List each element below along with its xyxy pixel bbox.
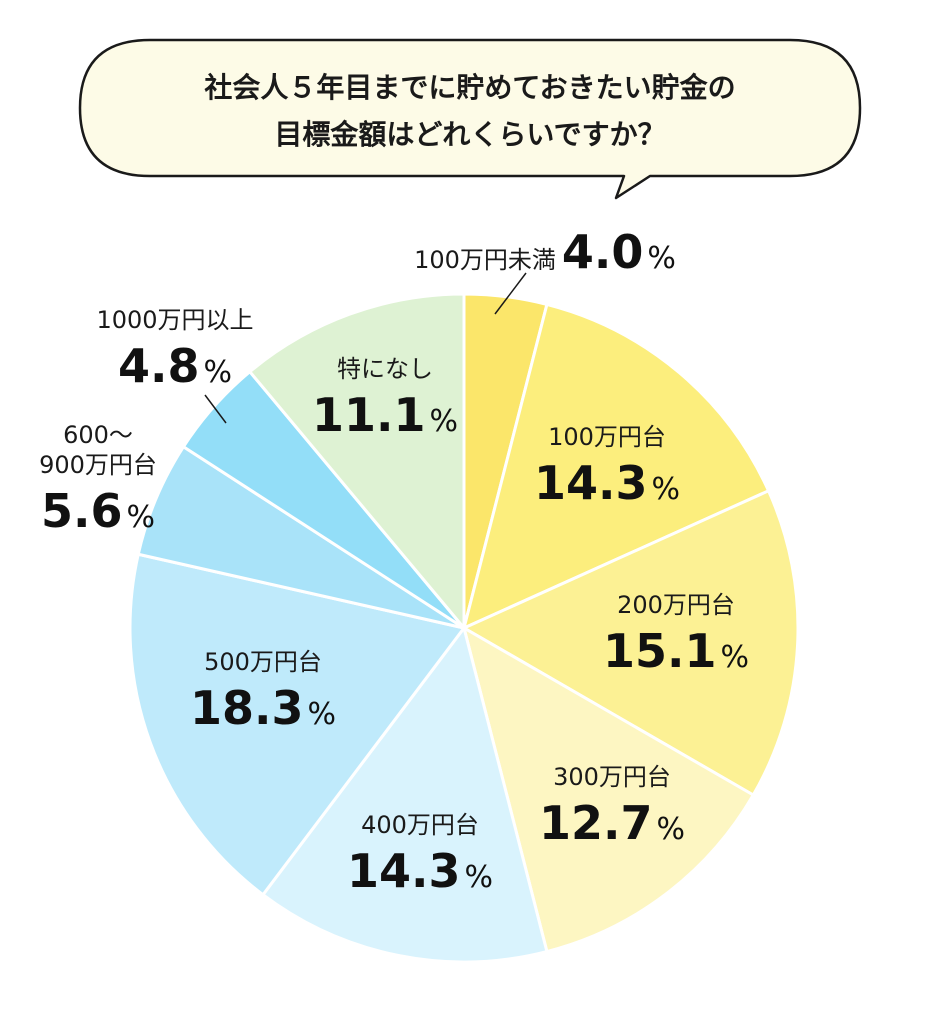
slice-name: 100万円未満 bbox=[414, 246, 556, 274]
slice-value-label: 11.1% bbox=[312, 388, 458, 442]
slice-value: 14.3 bbox=[347, 844, 461, 898]
slice-value: 14.3 bbox=[534, 456, 648, 510]
slice-name: 1000万円以上 bbox=[96, 306, 253, 334]
slice-value-label: 14.3% bbox=[534, 456, 680, 510]
pie-slices bbox=[128, 292, 800, 964]
slice-value: 11.1 bbox=[312, 388, 426, 442]
slice-labels: 100万円未満 4.0 % 100万円台 14.3 % 200万円台 15.1 % 300万円台 1… bbox=[39, 225, 749, 898]
percent-sign: % bbox=[126, 500, 155, 535]
pie-slice bbox=[462, 302, 771, 630]
slice-value: 5.6 bbox=[41, 484, 123, 538]
pie-slice bbox=[462, 626, 755, 954]
slice-value: 4.0 bbox=[562, 225, 644, 279]
slice-label: 100万円未満 4.0% bbox=[414, 225, 676, 279]
percent-sign: % bbox=[647, 241, 676, 276]
leader-lines bbox=[204, 272, 527, 424]
title-line-2: 目標金額はどれくらいですか？ bbox=[274, 118, 665, 151]
slice-label-group: 300万円台 12.7% bbox=[539, 763, 685, 850]
slice-name: 300万円台 bbox=[553, 763, 671, 791]
slice-label-group: 1000万円以上 4.8% bbox=[96, 306, 253, 393]
slice-name: 600～ bbox=[63, 421, 133, 449]
slice-name: 200万円台 bbox=[617, 591, 735, 619]
slice-value-label: 5.6% bbox=[41, 484, 155, 538]
pie-slice bbox=[248, 292, 466, 630]
slice-label-group: 500万円台 18.3% bbox=[190, 648, 336, 735]
slice-value-label: 12.7% bbox=[539, 796, 685, 850]
title-speech-bubble: 社会人５年目までに貯めておきたい貯金の 目標金額はどれくらいですか？ bbox=[78, 38, 862, 200]
percent-sign: % bbox=[429, 404, 458, 439]
slice-label-group: 600～900万円台 5.6% bbox=[39, 421, 157, 538]
percent-sign: % bbox=[656, 812, 685, 847]
slice-value-label: 18.3% bbox=[190, 681, 336, 735]
slice-value: 12.7 bbox=[539, 796, 653, 850]
slice-label-group: 100万円未満 4.0% bbox=[414, 225, 676, 279]
percent-sign: % bbox=[307, 697, 336, 732]
slice-name: 特になし bbox=[337, 355, 433, 383]
pie-slice bbox=[261, 626, 549, 964]
slice-label-group: 特になし 11.1% bbox=[312, 355, 458, 442]
percent-sign: % bbox=[203, 355, 232, 390]
slice-value-label: 4.8% bbox=[118, 339, 232, 393]
percent-sign: % bbox=[651, 472, 680, 507]
pie-slice bbox=[128, 552, 466, 897]
slice-value-label: 14.3% bbox=[347, 844, 493, 898]
leader-line bbox=[494, 272, 527, 315]
percent-sign: % bbox=[720, 640, 749, 675]
slice-label-group: 400万円台 14.3% bbox=[347, 811, 493, 898]
slice-name: 500万円台 bbox=[204, 648, 322, 676]
slice-name: 400万円台 bbox=[361, 811, 479, 839]
title-line-1: 社会人５年目までに貯めておきたい貯金の bbox=[204, 71, 735, 104]
slice-name: 900万円台 bbox=[39, 451, 157, 479]
percent-sign: % bbox=[464, 860, 493, 895]
leader-line bbox=[204, 394, 227, 424]
slice-value: 18.3 bbox=[190, 681, 304, 735]
slice-value: 4.8 bbox=[118, 339, 200, 393]
speech-bubble-shape bbox=[78, 38, 862, 200]
pie-slice bbox=[462, 489, 800, 797]
slice-label-group: 200万円台 15.1% bbox=[603, 591, 749, 678]
slice-label-group: 100万円台 14.3% bbox=[534, 423, 680, 510]
slice-value: 15.1 bbox=[603, 624, 717, 678]
slice-value-label: 15.1% bbox=[603, 624, 749, 678]
slice-name: 100万円台 bbox=[548, 423, 666, 451]
